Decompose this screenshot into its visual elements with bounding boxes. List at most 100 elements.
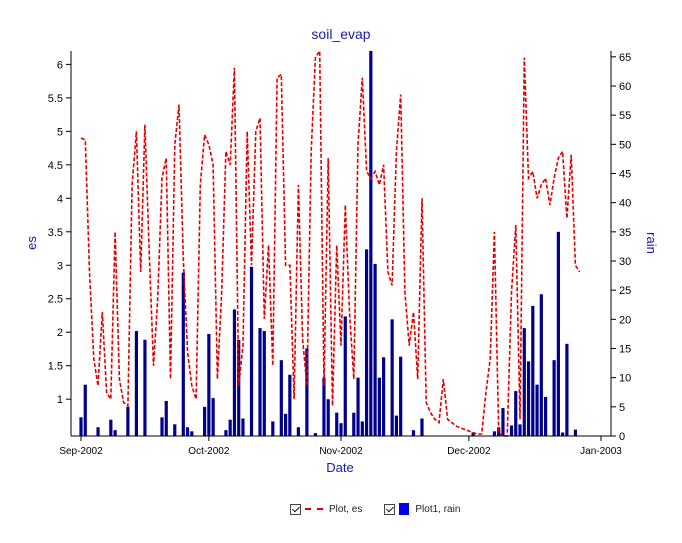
y-right-tick-label: 45 <box>619 169 631 181</box>
rain-bar <box>360 421 364 436</box>
legend-swatch-es <box>305 508 323 510</box>
legend-checkbox-rain[interactable] <box>384 503 396 515</box>
rain-bar <box>288 374 292 436</box>
y-right-tick-label: 25 <box>619 285 631 297</box>
legend-label-es: Plot, es <box>329 503 363 515</box>
y-left-tick-label: 2.5 <box>48 294 63 306</box>
rain-bar <box>399 356 403 436</box>
y-right-tick-label: 30 <box>619 256 631 268</box>
rain-bar <box>352 412 356 436</box>
rain-bars <box>79 51 578 436</box>
rain-bar <box>335 412 339 436</box>
rain-bar <box>339 423 343 436</box>
y-right-tick-label: 35 <box>619 227 631 239</box>
rain-bar <box>305 348 309 436</box>
rain-bar <box>249 266 254 436</box>
rain-bar <box>552 360 556 436</box>
legend-label-rain: Plot1, rain <box>415 503 461 515</box>
rain-bar <box>279 360 283 436</box>
rain-bar <box>390 319 394 436</box>
rain-bar <box>283 413 288 436</box>
rain-bar <box>356 377 360 436</box>
rain-bar <box>497 427 501 436</box>
rain-bar <box>228 419 232 436</box>
rain-bar <box>369 51 373 436</box>
x-tick-label: Sep-2002 <box>59 446 103 457</box>
y-right-tick-label: 40 <box>619 198 631 210</box>
rain-bar <box>181 272 185 436</box>
y-right-tick-label: 55 <box>619 110 631 122</box>
rain-bar <box>531 305 535 436</box>
rain-bar <box>556 231 560 436</box>
rain-bar <box>160 417 164 436</box>
rain-bar <box>211 398 215 436</box>
y-left-tick-label: 1 <box>57 394 63 406</box>
x-tick-label: Nov-2002 <box>319 446 363 457</box>
rain-bar <box>518 424 522 436</box>
y-right-tick-label: 20 <box>619 314 631 326</box>
y-right-tick-label: 5 <box>619 402 625 414</box>
rain-bar <box>492 431 497 436</box>
y-left-tick-label: 5 <box>57 126 63 138</box>
y-left-tick-label: 3.5 <box>48 227 63 239</box>
rain-bar <box>296 427 300 436</box>
rain-bar <box>262 331 266 436</box>
rain-bar <box>109 419 113 436</box>
rain-bar <box>501 408 505 436</box>
rain-bar <box>377 377 381 436</box>
y-left-tick-label: 1.5 <box>48 361 63 373</box>
rain-bar <box>543 396 548 436</box>
x-tick-label: Jan-2003 <box>580 446 622 457</box>
rain-bar <box>224 430 228 436</box>
rain-bar <box>232 309 237 436</box>
rain-bar <box>113 430 117 436</box>
rain-bar <box>343 316 347 436</box>
y-right-tick-label: 10 <box>619 373 631 385</box>
rain-bar <box>561 432 565 436</box>
rain-bar <box>258 328 262 436</box>
rain-bar <box>241 418 245 436</box>
rain-bar <box>382 357 386 436</box>
y-axis-label-right: rain <box>644 232 659 254</box>
rain-bar <box>143 339 147 436</box>
legend-checkbox-es[interactable] <box>290 503 301 515</box>
rain-bar <box>203 406 207 436</box>
y-right-tick-label: 50 <box>619 139 631 151</box>
rain-bar <box>573 429 578 436</box>
rain-bar <box>373 263 377 436</box>
rain-bar <box>322 377 326 436</box>
legend-item-rain[interactable]: Plot1, rain <box>384 503 460 515</box>
rain-bar <box>471 432 475 436</box>
y-left-tick-label: 5.5 <box>48 93 63 105</box>
rain-bar <box>514 391 518 436</box>
rain-bar <box>96 427 100 436</box>
x-tick-label: Oct-2002 <box>188 446 230 457</box>
rain-bar <box>539 294 543 436</box>
legend-swatch-rain <box>399 503 410 515</box>
rain-bar <box>207 333 211 436</box>
legend-item-es[interactable]: Plot, es <box>290 503 363 515</box>
y-left-tick-label: 4 <box>57 193 63 205</box>
rain-bar <box>394 415 399 436</box>
rain-bar <box>126 406 130 436</box>
rain-bar <box>364 249 369 436</box>
rain-bar <box>237 339 241 436</box>
rain-bar <box>79 417 83 436</box>
y-right-tick-label: 65 <box>619 52 631 64</box>
rain-bar <box>164 401 168 436</box>
rain-bar <box>509 425 514 436</box>
rain-bar <box>83 384 87 436</box>
rain-bar <box>522 328 526 436</box>
legend: Plot, es Plot1, rain <box>290 500 482 518</box>
axes: 11.522.533.544.555.560510152025303540455… <box>48 51 631 457</box>
y-left-tick-label: 6 <box>57 59 63 71</box>
rain-bar <box>190 431 194 436</box>
y-left-tick-label: 4.5 <box>48 160 63 172</box>
y-left-tick-label: 3 <box>57 260 63 272</box>
rain-bar <box>173 424 177 436</box>
y-axis-label-left: es <box>24 236 39 250</box>
rain-bar <box>535 384 539 436</box>
rain-bar <box>526 361 531 436</box>
chart-title: soil_evap <box>311 26 370 42</box>
